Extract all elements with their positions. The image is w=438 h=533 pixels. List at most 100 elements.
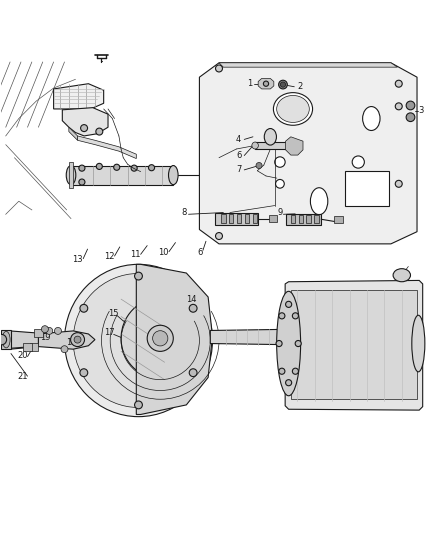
Bar (229, 214, 233, 223)
Ellipse shape (252, 142, 258, 149)
Circle shape (134, 272, 142, 280)
Text: 6: 6 (236, 151, 241, 160)
Bar (299, 215, 303, 223)
Ellipse shape (66, 166, 76, 184)
Circle shape (131, 165, 137, 171)
Bar (23, 343, 32, 351)
Text: 21: 21 (17, 372, 28, 381)
Ellipse shape (169, 166, 178, 184)
Bar (307, 215, 311, 223)
Circle shape (0, 334, 7, 345)
Ellipse shape (277, 95, 309, 123)
Bar (30, 343, 39, 351)
Circle shape (81, 125, 88, 132)
Ellipse shape (363, 107, 380, 131)
Polygon shape (255, 142, 299, 149)
Ellipse shape (273, 93, 313, 125)
Circle shape (46, 327, 53, 334)
Polygon shape (1, 330, 11, 349)
Ellipse shape (277, 292, 300, 396)
Circle shape (80, 369, 88, 377)
Text: 4: 4 (236, 135, 241, 144)
Circle shape (74, 336, 81, 343)
Circle shape (406, 101, 415, 110)
Polygon shape (258, 78, 274, 89)
Circle shape (406, 113, 415, 122)
Circle shape (279, 368, 285, 374)
Bar (221, 214, 226, 223)
Text: 1: 1 (247, 79, 252, 88)
Circle shape (96, 128, 103, 135)
Text: 20: 20 (17, 351, 28, 360)
Polygon shape (219, 63, 397, 67)
Text: 19: 19 (40, 333, 50, 342)
Text: 15: 15 (109, 309, 119, 318)
Circle shape (279, 80, 287, 89)
Circle shape (286, 379, 292, 386)
Bar (286, 214, 321, 225)
Text: 12: 12 (104, 253, 115, 261)
Polygon shape (10, 331, 39, 349)
Circle shape (276, 180, 284, 188)
Ellipse shape (73, 273, 204, 408)
Bar (253, 214, 257, 223)
Polygon shape (285, 280, 423, 410)
Polygon shape (39, 331, 95, 349)
Polygon shape (62, 108, 108, 136)
Ellipse shape (264, 128, 276, 145)
Bar (269, 215, 277, 222)
Circle shape (114, 164, 120, 171)
Text: 18: 18 (66, 338, 76, 347)
Ellipse shape (147, 325, 173, 351)
Text: 6: 6 (198, 248, 203, 256)
Ellipse shape (412, 315, 425, 372)
Circle shape (80, 304, 88, 312)
Bar (334, 215, 343, 223)
Polygon shape (210, 329, 297, 345)
Circle shape (256, 163, 262, 168)
Ellipse shape (2, 332, 10, 348)
Bar (291, 215, 295, 223)
Circle shape (286, 301, 292, 308)
Bar (291, 290, 417, 399)
Text: 8: 8 (181, 208, 187, 217)
Circle shape (280, 82, 286, 87)
Ellipse shape (393, 269, 410, 282)
Circle shape (395, 180, 402, 187)
Ellipse shape (152, 330, 168, 346)
Circle shape (79, 165, 85, 171)
Bar (237, 214, 241, 223)
Polygon shape (199, 63, 417, 244)
Text: 7: 7 (236, 165, 241, 174)
Text: 14: 14 (186, 295, 197, 304)
Circle shape (352, 156, 364, 168)
Circle shape (279, 313, 285, 319)
Circle shape (79, 179, 85, 185)
Circle shape (295, 341, 301, 346)
Bar (245, 214, 249, 223)
Polygon shape (53, 84, 104, 109)
Text: 10: 10 (158, 248, 169, 256)
Polygon shape (286, 137, 303, 155)
Circle shape (96, 163, 102, 169)
Ellipse shape (64, 264, 212, 417)
Circle shape (263, 81, 268, 86)
Circle shape (276, 341, 282, 346)
Circle shape (292, 313, 298, 319)
Text: 9: 9 (277, 208, 283, 217)
Ellipse shape (311, 188, 328, 215)
Circle shape (148, 165, 155, 171)
Polygon shape (78, 136, 136, 158)
Circle shape (61, 346, 68, 353)
Circle shape (215, 232, 223, 239)
Text: 11: 11 (130, 251, 141, 259)
Circle shape (215, 65, 223, 72)
Text: 3: 3 (419, 106, 424, 115)
Text: 17: 17 (104, 328, 115, 337)
Circle shape (292, 368, 298, 374)
Polygon shape (71, 166, 173, 184)
Circle shape (275, 157, 285, 167)
Circle shape (71, 333, 85, 346)
Polygon shape (69, 162, 73, 188)
Circle shape (42, 326, 48, 333)
